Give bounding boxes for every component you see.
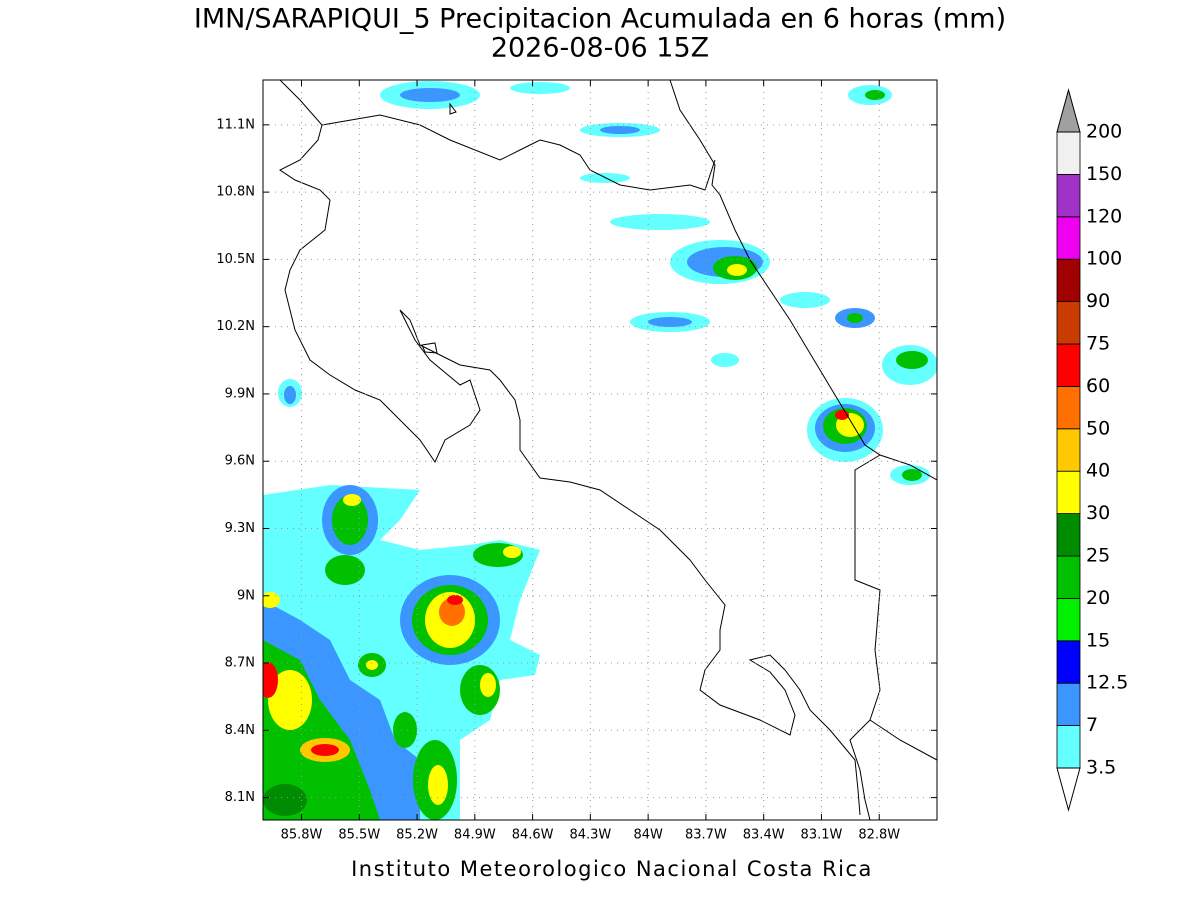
colorbar-label: 12.5 <box>1086 672 1128 694</box>
colorbar-box <box>1056 173 1081 218</box>
x-tick-label: 83.7W <box>685 828 727 843</box>
colorbar-label: 75 <box>1086 333 1110 355</box>
map-frame <box>262 79 938 821</box>
precip-area <box>727 264 747 276</box>
x-tick-label: 85.5W <box>338 828 380 843</box>
precip-area <box>902 469 922 481</box>
precip-area <box>393 712 417 748</box>
x-tick-label: 82.8W <box>858 828 900 843</box>
colorbar-over <box>1056 88 1081 133</box>
x-tick-label: 85.8W <box>281 828 323 843</box>
x-tick-label: 84.9W <box>454 828 496 843</box>
precip-area <box>610 214 710 230</box>
precip-area <box>503 546 521 558</box>
colorbar-box <box>1056 555 1081 599</box>
x-tick-label: 85.2W <box>396 828 438 843</box>
island <box>421 342 438 354</box>
x-tick-label: 83.1W <box>801 828 843 843</box>
precip-area <box>648 317 692 327</box>
colorbar-box <box>1056 258 1081 303</box>
footer: Instituto Meteorologico Nacional Costa R… <box>351 857 873 881</box>
colorbar-box <box>1056 640 1081 684</box>
colorbar-box <box>1056 470 1081 515</box>
colorbar-label: 20 <box>1086 587 1110 609</box>
precip-area <box>600 126 640 134</box>
coastline <box>669 80 937 481</box>
coastline <box>279 80 861 816</box>
colorbar-box <box>1056 682 1081 727</box>
precip-area <box>332 495 368 545</box>
colorbar-label: 3.5 <box>1086 757 1116 779</box>
colorbar-box <box>1056 216 1081 260</box>
precip-area <box>325 555 365 585</box>
colorbar-box <box>1056 301 1081 345</box>
x-tick-label: 84.3W <box>569 828 611 843</box>
colorbar-label: 100 <box>1086 248 1122 270</box>
precip-area <box>343 494 361 506</box>
colorbar-box <box>1056 513 1081 557</box>
colorbar-label: 25 <box>1086 545 1110 567</box>
precipitation <box>263 81 937 820</box>
subtitle: 2026-08-06 15Z <box>491 33 709 64</box>
y-tick-label: 9.6N <box>225 454 255 469</box>
x-tick-label: 83.4W <box>743 828 785 843</box>
precip-area <box>510 82 570 94</box>
precip-area <box>268 670 312 730</box>
colorbar-label: 90 <box>1086 290 1110 312</box>
colorbar-label: 30 <box>1086 502 1110 524</box>
precip-area <box>896 351 928 369</box>
colorbar-box <box>1056 131 1081 175</box>
precip-area <box>847 313 863 323</box>
precip-area <box>428 765 448 805</box>
border <box>849 454 881 820</box>
colorbar-box <box>1056 343 1081 387</box>
colorbar-label: 200 <box>1086 121 1122 143</box>
y-tick-label: 9.9N <box>225 386 255 401</box>
precip-area <box>263 662 278 698</box>
precip-area <box>439 598 465 626</box>
colorbar-box <box>1056 598 1081 642</box>
colorbar-label: 15 <box>1086 629 1110 651</box>
colorbar-under <box>1056 767 1081 812</box>
y-tick-label: 10.2N <box>216 319 255 334</box>
y-tick-label: 11.1N <box>216 117 255 132</box>
precip-area <box>711 353 739 367</box>
precip-area <box>780 292 830 308</box>
island <box>449 102 457 115</box>
y-tick-label: 8.1N <box>225 790 255 805</box>
coastline <box>869 719 937 761</box>
y-tick-label: 10.5N <box>216 252 255 267</box>
precip-area <box>366 660 378 670</box>
y-tick-label: 9N <box>237 588 255 603</box>
colorbar-label: 7 <box>1086 714 1098 736</box>
precip-area <box>480 673 496 697</box>
colorbar-label: 120 <box>1086 205 1122 227</box>
colorbar-box <box>1056 725 1081 769</box>
title: IMN/SARAPIQUI_5 Precipitacion Acumulada … <box>194 4 1006 35</box>
y-tick-label: 8.7N <box>225 656 255 671</box>
colorbar-box <box>1056 385 1081 430</box>
precip-area <box>400 88 460 102</box>
precip-area <box>865 90 885 100</box>
colorbar-label: 60 <box>1086 375 1110 397</box>
x-tick-label: 84W <box>633 828 663 843</box>
x-tick-label: 84.6W <box>512 828 554 843</box>
precip-area <box>325 780 365 820</box>
precip-area <box>447 595 463 605</box>
precip-area <box>284 386 296 404</box>
y-tick-label: 10.8N <box>216 185 255 200</box>
y-tick-label: 9.3N <box>225 521 255 536</box>
colorbar-label: 50 <box>1086 417 1110 439</box>
colorbar-label: 40 <box>1086 460 1110 482</box>
precip-area <box>311 744 339 756</box>
colorbar-box <box>1056 428 1081 472</box>
colorbar-label: 150 <box>1086 163 1122 185</box>
y-tick-label: 8.4N <box>225 723 255 738</box>
border <box>321 114 716 191</box>
coastlines <box>279 80 937 820</box>
precip-area <box>263 784 307 816</box>
